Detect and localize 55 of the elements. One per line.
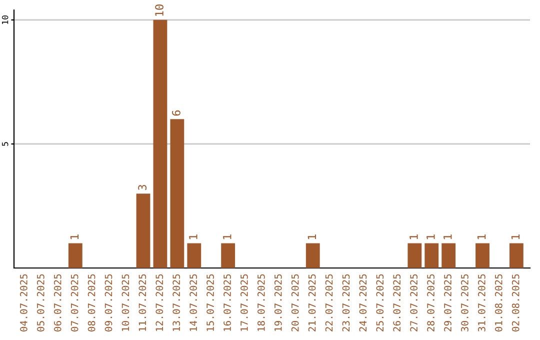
data-label: 1 [308,234,316,240]
bar [408,243,422,268]
x-tick-label: 17.07.2025 [240,274,248,331]
bar [153,20,168,268]
data-label: 10 [155,4,164,16]
x-tick-label: 01.08.2025 [494,274,502,332]
bar [306,243,320,268]
x-tick-label: 21.07.2025 [308,274,316,332]
x-tick-label: 20.07.2025 [291,274,299,332]
data-label: 6 [172,110,180,116]
x-tick-label: 31.07.2025 [478,274,486,332]
x-tick-label: 14.07.2025 [190,274,197,331]
x-tick-label: 12.07.2025 [156,274,164,331]
x-tick-label: 27.07.2025 [410,274,418,332]
x-tick-label: 08.07.2025 [88,274,96,332]
bar [187,243,202,268]
data-label: 1 [511,234,520,240]
bar [424,243,439,268]
x-tick-label: 30.07.2025 [461,274,468,332]
x-tick-label: 16.07.2025 [224,274,231,331]
data-label: 1 [410,234,418,240]
bar [136,194,150,268]
y-tick-label: 5 [2,142,8,146]
bar [509,243,524,268]
x-tick-label: 19.07.2025 [274,274,282,331]
x-tick-label: 09.07.2025 [104,274,112,332]
data-label: 3 [138,184,147,190]
x-tick-label: 02.08.2025 [512,274,520,332]
bar [442,243,456,268]
x-tick-label: 15.07.2025 [206,274,214,331]
data-label: 1 [189,234,198,240]
bar [476,243,490,268]
x-tick-label: 22.07.2025 [325,274,333,332]
x-tick-label: 13.07.2025 [172,274,180,331]
data-label: 1 [478,234,486,240]
bar [221,243,236,268]
x-tick-label: 26.07.2025 [393,274,401,332]
x-tick-label: 06.07.2025 [54,274,62,332]
x-tick-label: 28.07.2025 [427,274,434,332]
bar [170,119,184,268]
data-label: 1 [426,234,435,240]
data-label: 1 [70,234,78,240]
x-tick-label: 23.07.2025 [342,274,350,332]
x-tick-label: 05.07.2025 [36,274,44,332]
x-tick-label: 10.07.2025 [122,274,130,331]
x-tick-label: 25.07.2025 [376,274,384,332]
data-label: 1 [223,234,232,240]
x-tick-label: 18.07.2025 [257,274,265,331]
x-tick-label: 24.07.2025 [359,274,367,332]
x-tick-label: 29.07.2025 [444,274,452,332]
data-label: 1 [444,234,452,240]
x-tick-label: 04.07.2025 [20,274,28,332]
x-tick-label: 11.07.2025 [138,274,146,331]
bar [68,243,82,268]
x-tick-label: 07.07.2025 [70,274,78,332]
